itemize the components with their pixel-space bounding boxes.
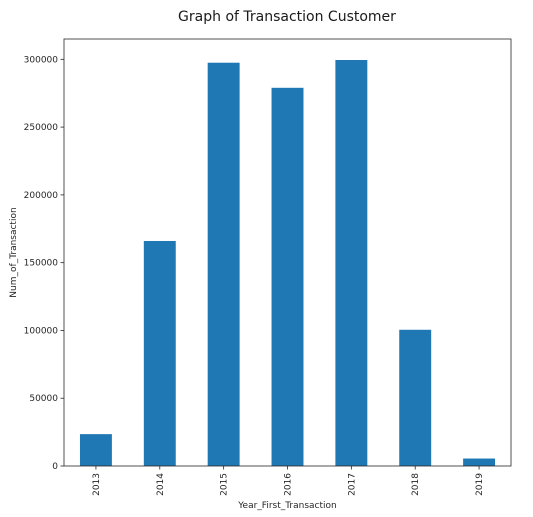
bar-2018 — [399, 329, 432, 466]
x-tick-label: 2016 — [284, 473, 294, 496]
y-tick-label: 150000 — [24, 259, 59, 269]
bar-2014 — [143, 240, 176, 466]
y-tick-label: 0 — [52, 462, 58, 472]
x-tick-label: 2015 — [220, 473, 230, 496]
x-tick-label: 2014 — [156, 473, 166, 496]
y-tick-label: 300000 — [24, 55, 59, 65]
bar-2016 — [271, 87, 304, 467]
y-axis: 0 50000 100000 150000 200000 250000 300000 — [24, 55, 64, 472]
plot-frame — [63, 38, 512, 467]
y-tick-label: 100000 — [24, 326, 59, 336]
x-tick-label: 2017 — [347, 473, 357, 496]
bar-2013 — [79, 434, 112, 466]
x-tick-label: 2013 — [92, 473, 102, 496]
x-tick-label: 2018 — [411, 473, 421, 496]
bar-2019 — [463, 458, 496, 466]
bar-2015 — [207, 62, 240, 466]
y-tick-label: 200000 — [24, 191, 59, 201]
bar-2017 — [335, 60, 368, 466]
x-axis-label: Year_First_Transaction — [237, 501, 336, 511]
bars-layer — [79, 60, 496, 467]
y-tick-label: 50000 — [29, 394, 58, 404]
y-axis-label: Num_of_Transaction — [9, 207, 19, 297]
x-tick-label: 2019 — [475, 473, 485, 496]
y-tick-label: 250000 — [24, 123, 59, 133]
chart-title: Graph of Transaction Customer — [178, 9, 396, 25]
x-axis: 2013 2014 2015 2016 2017 2018 2019 — [92, 466, 485, 496]
